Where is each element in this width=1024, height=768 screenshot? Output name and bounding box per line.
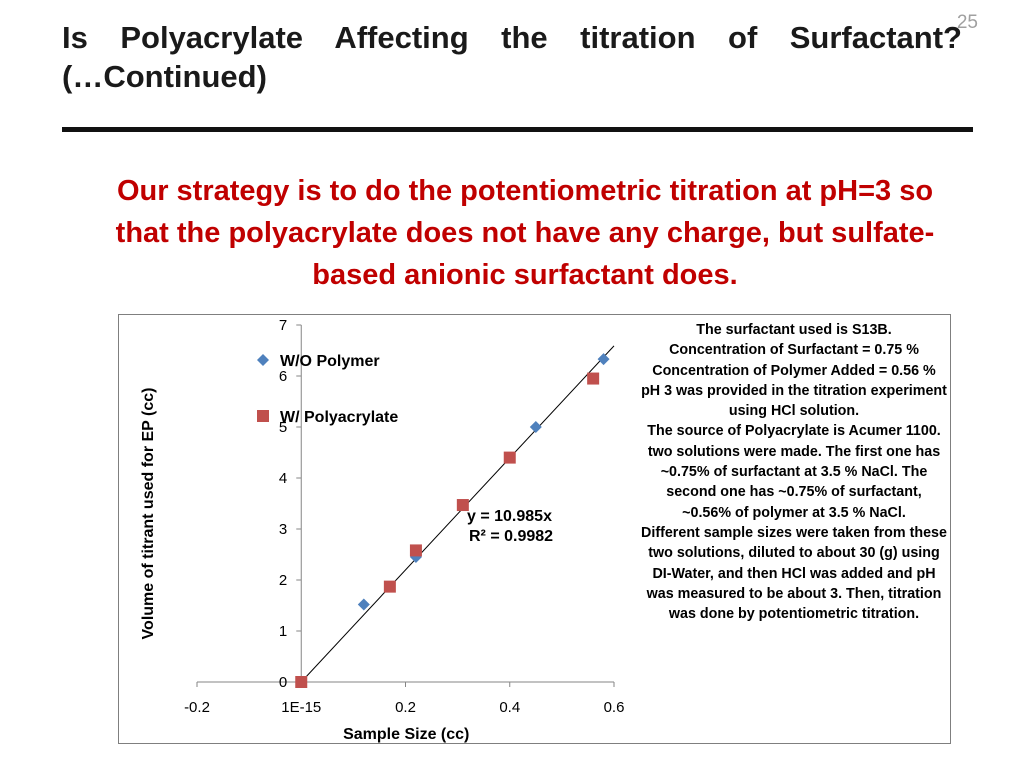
y-tick-label: 6 — [279, 368, 287, 385]
slide-title: Is Polyacrylate Affecting the titration … — [62, 18, 962, 96]
y-tick-label: 0 — [279, 674, 287, 691]
y-tick-label: 2 — [279, 572, 287, 589]
experiment-notes: The surfactant used is S13B. Concentratio… — [640, 320, 948, 624]
point-w-polyacrylate — [456, 499, 469, 512]
title-line-1: Is Polyacrylate Affecting the titration … — [62, 20, 962, 55]
legend-marker-wo-polymer — [257, 354, 269, 366]
strategy-statement: Our strategy is to do the potentiometric… — [115, 175, 935, 291]
x-tick-label: 0.2 — [395, 699, 416, 716]
point-wo-polymer — [529, 421, 542, 433]
note-line: Concentration of Surfactant = 0.75 % — [669, 342, 919, 359]
note-line: Concentration of Polymer Added = 0.56 % — [652, 362, 936, 379]
point-wo-polymer — [357, 598, 370, 611]
note-line: two solutions were made. The first one h… — [647, 443, 941, 521]
y-tick-label: 1 — [279, 623, 287, 640]
title-line-2: (…Continued) — [62, 59, 267, 94]
point-wo-polymer — [409, 551, 422, 564]
y-tick-label: 7 — [279, 317, 287, 334]
point-w-polyacrylate — [383, 580, 396, 593]
note-line: The source of Polyacrylate is Acumer 110… — [647, 423, 941, 440]
x-tick-label: -0.2 — [184, 699, 210, 716]
x-axis-title: Sample Size (cc) — [343, 726, 469, 743]
chart-panel: 0 1 2 3 4 5 6 7 -0.2 1E-15 0.2 0.4 0.6 Sample Size (c… — [118, 314, 951, 744]
slide-number: 25 — [956, 12, 978, 33]
trendline-r-squared: R² = 0.9982 — [469, 528, 553, 545]
point-w-polyacrylate — [295, 676, 308, 688]
note-line: pH 3 was provided in the titration exper… — [641, 382, 947, 420]
x-tick-label: 1E-15 — [281, 699, 321, 716]
note-line: The surfactant used is S13B. — [696, 322, 892, 338]
scatter-chart: 0 1 2 3 4 5 6 7 -0.2 1E-15 0.2 0.4 0.6 Sample Size (c… — [140, 317, 625, 743]
x-tick-label: 0.4 — [499, 699, 520, 716]
point-w-polyacrylate — [503, 451, 516, 464]
y-axis-title: Volume of titrant used for EP (cc) — [140, 388, 157, 640]
note-line: Different sample sizes were taken from t… — [641, 524, 947, 623]
point-w-polyacrylate — [587, 372, 600, 385]
trendline-equation: y = 10.985x — [467, 508, 552, 525]
title-divider — [62, 127, 973, 132]
point-w-polyacrylate — [409, 544, 422, 557]
y-tick-label: 4 — [279, 470, 287, 487]
y-tick-label: 5 — [279, 419, 287, 436]
x-tick-label: 0.6 — [604, 699, 625, 716]
legend-label: W/ Polyacrylate — [280, 409, 398, 426]
legend-marker-w-polyacrylate — [257, 410, 269, 422]
point-wo-polymer — [597, 353, 610, 366]
trendline — [300, 345, 615, 683]
y-tick-label: 3 — [279, 521, 287, 538]
legend-label: W/O Polymer — [280, 353, 380, 370]
